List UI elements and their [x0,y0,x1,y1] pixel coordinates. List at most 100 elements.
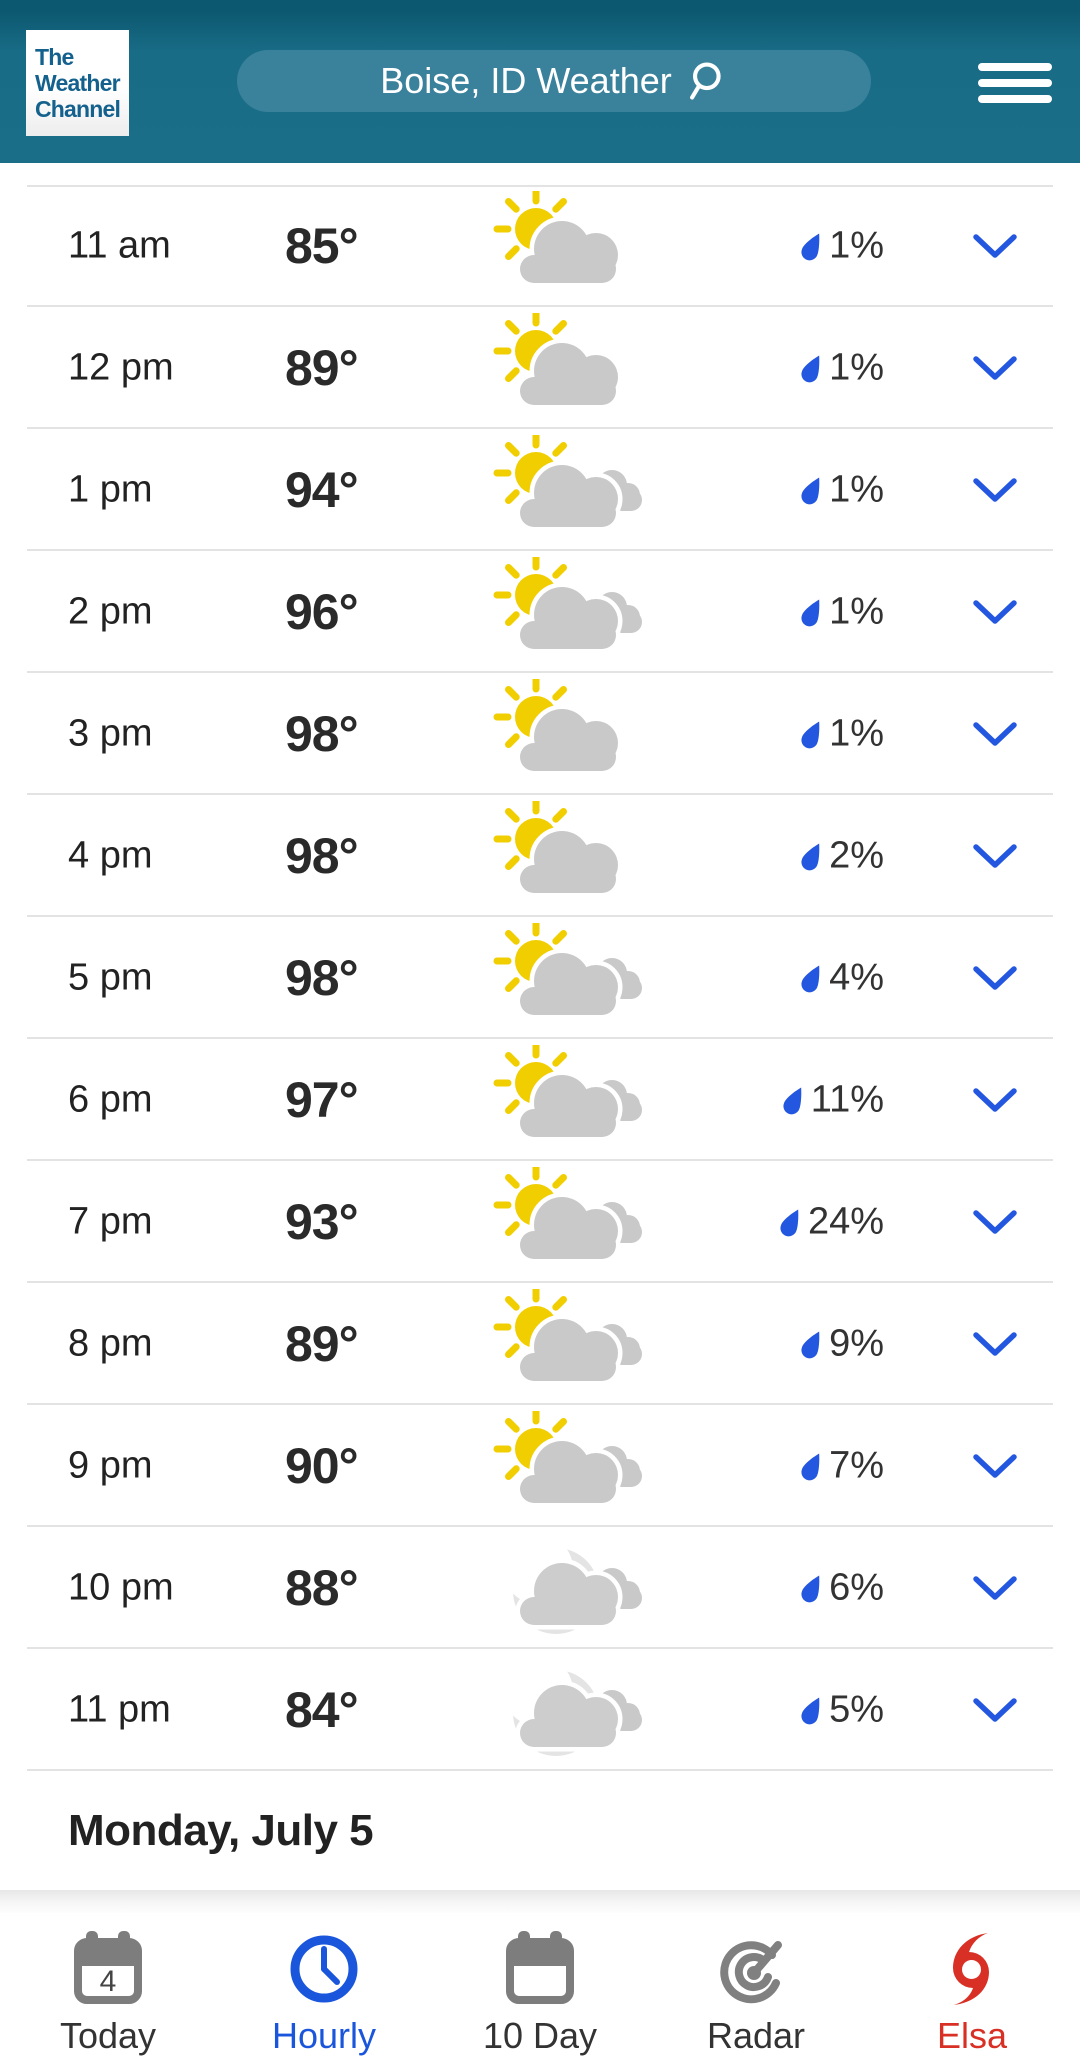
temperature: 98° [285,828,359,884]
hourly-row[interactable]: 3 pm 98° 1% [0,673,1080,795]
expand-chevron-icon[interactable] [972,1208,1018,1236]
precip-value: 4% [829,956,884,999]
hourly-row[interactable]: 11 am 85° 1% [0,185,1080,307]
menu-bar [978,63,1052,71]
precip-value: 1% [829,468,884,511]
expand-chevron-icon[interactable] [972,964,1018,992]
precip-chance: 4% [801,957,884,1000]
temperature: 84° [285,1682,359,1738]
precip-value: 5% [829,1688,884,1731]
expand-chevron-icon[interactable] [972,476,1018,504]
expand-chevron-icon[interactable] [972,598,1018,626]
expand-chevron-icon[interactable] [972,1696,1018,1724]
menu-icon[interactable] [978,63,1052,103]
nav-item-elsa[interactable]: Elsa [864,1913,1080,2064]
precip-value: 6% [829,1566,884,1609]
temperature: 97° [285,1072,359,1128]
calendar-today-icon: 4 [72,1929,144,2009]
expand-chevron-icon[interactable] [972,354,1018,382]
weather-condition-icon [492,1167,642,1277]
hourly-row[interactable]: 2 pm 96° 1% [0,551,1080,673]
nav-item-today[interactable]: 4 Today [0,1913,216,2064]
weather-condition-icon [492,1045,642,1155]
hourly-row[interactable]: 9 pm 90° 7% [0,1405,1080,1527]
bottom-navigation: 4 Today Hourly 10 Day [0,1913,1080,2064]
precip-chance: 1% [801,713,884,756]
hourly-row[interactable]: 12 pm 89° 1% [0,307,1080,429]
clock-icon [287,1929,361,2009]
hourly-row[interactable]: 8 pm 89° 9% [0,1283,1080,1405]
twc-logo[interactable]: The Weather Channel [26,30,129,136]
menu-bar [978,79,1052,87]
logo-line: The [35,44,74,70]
expand-chevron-icon[interactable] [972,1452,1018,1480]
precip-value: 2% [829,834,884,877]
precip-chance: 2% [801,835,884,878]
app-header: The Weather Channel Boise, ID Weather [0,0,1080,163]
expand-chevron-icon[interactable] [972,1330,1018,1358]
raindrop-icon [780,1209,799,1237]
menu-bar [978,95,1052,103]
hour-label: 10 pm [68,1566,174,1609]
precip-chance: 9% [801,1323,884,1366]
expand-chevron-icon[interactable] [972,232,1018,260]
hourly-row[interactable]: 7 pm 93° 24% [0,1161,1080,1283]
nav-label: Hourly [271,2015,377,2056]
hour-label: 2 pm [68,590,153,633]
temperature: 98° [285,706,359,762]
raindrop-icon [801,721,820,749]
hourly-row[interactable]: 5 pm 98° 4% [0,917,1080,1039]
weather-condition-icon [492,191,642,301]
precip-value: 1% [829,590,884,633]
hourly-row[interactable]: 11 pm 84° 5% [0,1649,1080,1771]
raindrop-icon [801,965,820,993]
expand-chevron-icon[interactable] [972,1574,1018,1602]
next-day-section: Monday, July 5 [0,1771,1080,1890]
precip-value: 24% [807,1200,884,1243]
search-input[interactable]: Boise, ID Weather [237,50,871,112]
raindrop-icon [801,843,820,871]
precip-value: 9% [829,1322,884,1365]
weather-condition-icon [492,1411,642,1521]
raindrop-icon [801,233,820,261]
precip-chance: 1% [801,469,884,512]
expand-chevron-icon[interactable] [972,1086,1018,1114]
expand-chevron-icon[interactable] [972,720,1018,748]
weather-condition-icon [492,1533,642,1643]
raindrop-icon [783,1087,802,1115]
nav-item-10day[interactable]: 10 Day [432,1913,648,2064]
hour-label: 12 pm [68,346,174,389]
nav-label: Today [59,2015,157,2056]
search-icon [689,62,721,100]
weather-condition-icon [492,557,642,667]
precip-chance: 5% [801,1689,884,1732]
weather-condition-icon [492,435,642,545]
hour-label: 3 pm [68,712,153,755]
hour-label: 4 pm [68,834,153,877]
nav-item-hourly[interactable]: Hourly [216,1913,432,2064]
hourly-row[interactable]: 6 pm 97° 11% [0,1039,1080,1161]
hour-label: 11 am [68,224,171,267]
hourly-row[interactable]: 1 pm 94° 1% [0,429,1080,551]
temperature: 93° [285,1194,359,1250]
precip-chance: 1% [801,591,884,634]
temperature: 94° [285,462,359,518]
next-day-heading: Monday, July 5 [68,1805,374,1855]
hourly-row[interactable]: 10 pm 88° 6% [0,1527,1080,1649]
temperature: 89° [285,340,359,396]
expand-chevron-icon[interactable] [972,842,1018,870]
nav-item-radar[interactable]: Radar [648,1913,864,2064]
hourly-row[interactable]: 4 pm 98° 2% [0,795,1080,917]
svg-text:4: 4 [100,1965,117,1998]
precip-chance: 11% [783,1079,884,1122]
nav-label: 10 Day [482,2015,598,2056]
logo-line: Weather [35,70,121,96]
calendar-icon [504,1929,576,2009]
precip-chance: 1% [801,225,884,268]
logo-line: Channel [35,96,121,122]
precip-value: 1% [829,224,884,267]
weather-condition-icon [492,923,642,1033]
bottom-nav-shadow [0,1890,1080,1913]
raindrop-icon [801,477,820,505]
weather-condition-icon [492,1289,642,1399]
